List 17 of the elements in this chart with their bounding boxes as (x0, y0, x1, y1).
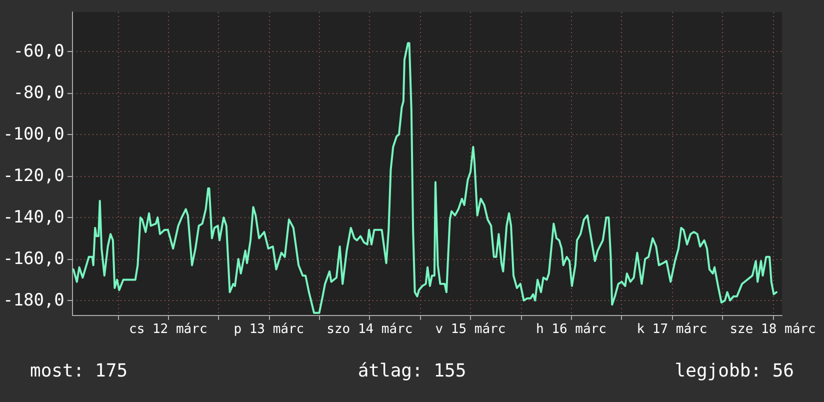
y-tick-label: -100,0 (2, 124, 64, 144)
x-tick-label: k 17 márc (636, 322, 708, 337)
text: átlag: 155 (358, 360, 466, 382)
x-tick-label: h 16 márc (536, 322, 606, 337)
y-tick-label: -60,0 (13, 41, 64, 62)
x-tick-label: p 13 márc (234, 322, 304, 337)
text: most: 175 (30, 360, 128, 382)
x-tick-label: cs 12 márc (129, 322, 208, 337)
text: legjobb: 56 (674, 360, 794, 382)
x-tick-label: szo 14 márc (326, 322, 413, 337)
y-tick-label: -180,0 (2, 290, 64, 310)
y-tick-label: -160,0 (2, 248, 64, 269)
y-tick-label: -140,0 (2, 207, 64, 228)
x-tick-label: v 15 márc (435, 322, 506, 337)
x-tick-label: sze 18 márc (730, 322, 816, 337)
y-tick-label: -120,0 (2, 166, 64, 186)
y-tick-label: -80,0 (13, 82, 64, 103)
